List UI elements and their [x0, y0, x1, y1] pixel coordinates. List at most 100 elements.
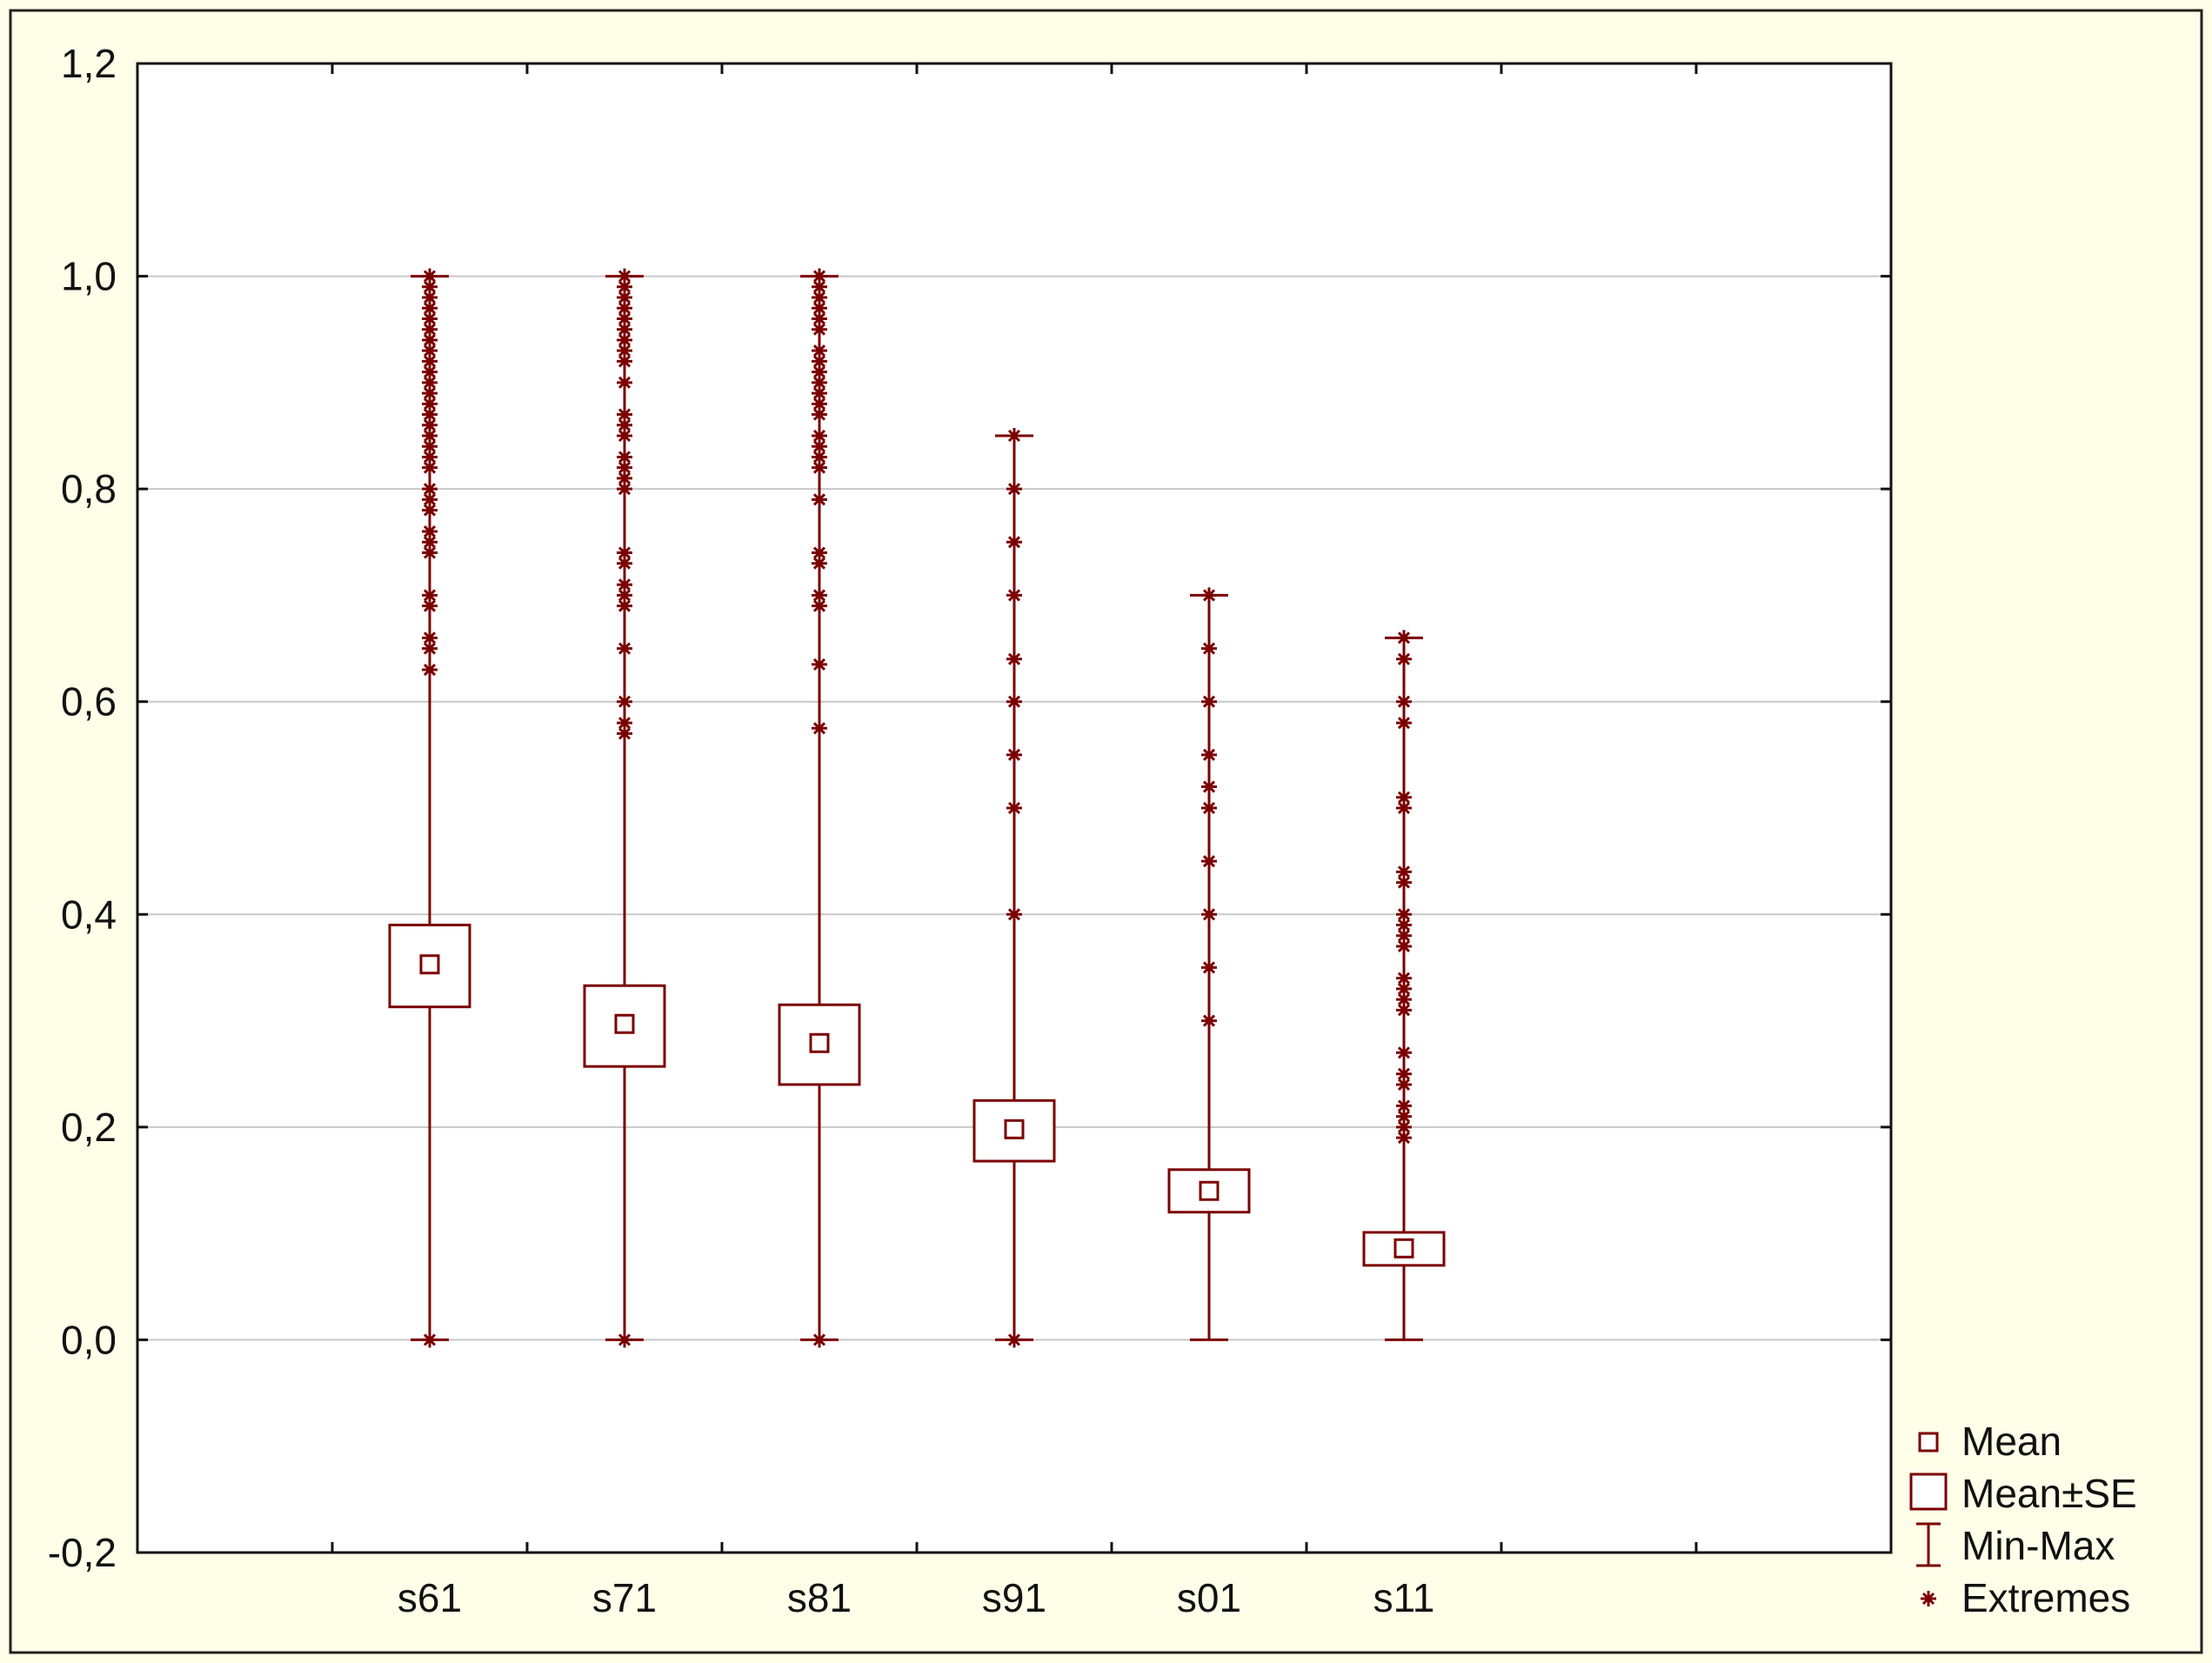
mean-marker-s61 — [419, 954, 440, 975]
mean-marker-s91 — [1004, 1119, 1025, 1139]
x-tick-label: s91 — [982, 1575, 1046, 1620]
extreme-point — [1201, 640, 1217, 657]
legend-mean-marker — [1918, 1432, 1939, 1453]
extreme-point — [422, 1332, 438, 1348]
extreme-point — [422, 587, 438, 604]
extreme-point — [1006, 1332, 1022, 1348]
extreme-point — [812, 290, 827, 306]
extreme-point — [617, 725, 632, 742]
legend-mean-se-label: Mean±SE — [1961, 1471, 2137, 1516]
extreme-point — [1006, 693, 1022, 710]
series-s11 — [1362, 630, 1446, 1341]
extreme-point — [812, 587, 827, 604]
extreme-point — [617, 544, 632, 561]
extreme-point — [1006, 906, 1022, 923]
extreme-point — [1396, 630, 1412, 646]
extreme-point — [1201, 906, 1217, 923]
legend-item-extremes: Extremes — [1921, 1575, 2130, 1620]
extreme-point — [1006, 534, 1022, 551]
extreme-point — [1201, 853, 1217, 870]
y-tick-label: 0,2 — [61, 1105, 117, 1150]
extreme-point — [1201, 778, 1217, 795]
extreme-point — [1396, 1045, 1412, 1061]
extreme-point — [812, 720, 827, 737]
extreme-point — [812, 406, 827, 423]
extreme-point — [1006, 746, 1022, 763]
y-tick-label: -0,2 — [48, 1530, 117, 1575]
extreme-point — [1201, 800, 1217, 816]
extreme-point — [617, 693, 632, 710]
x-tick-label: s81 — [787, 1575, 852, 1620]
series-s01 — [1167, 587, 1251, 1341]
extreme-point — [617, 278, 632, 295]
extreme-point — [1006, 428, 1022, 444]
extreme-point — [1396, 1098, 1412, 1114]
extreme-point — [1396, 693, 1412, 710]
x-tick-label: s61 — [398, 1575, 462, 1620]
extreme-point — [812, 544, 827, 561]
extreme-point — [1201, 959, 1217, 976]
extreme-point — [1006, 481, 1022, 498]
extreme-point — [422, 417, 438, 433]
extreme-point — [1006, 651, 1022, 667]
extreme-point — [812, 555, 827, 571]
extreme-point — [1396, 715, 1412, 731]
extreme-point — [617, 331, 632, 348]
y-tick-label: 0,6 — [61, 679, 117, 725]
extreme-point — [1396, 864, 1412, 880]
extreme-point — [422, 524, 438, 540]
extreme-point — [422, 459, 438, 476]
extreme-point — [812, 343, 827, 359]
y-tick-label: 0,0 — [61, 1317, 117, 1362]
legend: Mean Mean±SE Min-Max Extremes — [1909, 1419, 2137, 1620]
axes: -0,2 0,0 0,2 0,4 0,6 0,8 1,0 1,2 s61 s71 s81 s91 s01… — [48, 41, 1893, 1620]
legend-extremes-label: Extremes — [1961, 1575, 2130, 1620]
extreme-point — [812, 268, 827, 284]
x-tick-label: s01 — [1177, 1575, 1241, 1620]
mean-marker-s81 — [809, 1032, 830, 1053]
legend-mean-label: Mean — [1961, 1419, 2062, 1464]
extreme-point — [812, 353, 827, 370]
extreme-point — [1396, 651, 1412, 667]
extreme-point — [1201, 693, 1217, 710]
extreme-point — [812, 1332, 827, 1348]
legend-min-max-label: Min-Max — [1961, 1523, 2115, 1568]
series — [388, 268, 1446, 1348]
extreme-point — [1201, 1012, 1217, 1029]
extreme-point — [422, 331, 438, 348]
extreme-point — [617, 1332, 632, 1348]
extreme-point — [422, 321, 438, 337]
legend-item-mean: Mean — [1918, 1419, 2062, 1464]
extreme-point — [812, 428, 827, 444]
legend-item-min-max: Min-Max — [1916, 1522, 2115, 1568]
extreme-point — [1396, 1076, 1412, 1092]
extreme-point — [422, 662, 438, 678]
series-s91 — [972, 428, 1056, 1348]
series-s71 — [583, 268, 666, 1348]
extreme-point — [422, 278, 438, 295]
y-tick-label: 0,4 — [61, 892, 117, 937]
mean-marker-s71 — [614, 1013, 635, 1034]
series-s61 — [388, 268, 471, 1348]
extreme-point — [617, 268, 632, 284]
y-tick-label: 0,8 — [61, 466, 117, 511]
extreme-point — [422, 630, 438, 646]
extreme-point — [422, 481, 438, 498]
plot-border — [136, 62, 1893, 1554]
extreme-point — [1006, 587, 1022, 604]
extreme-point — [1396, 906, 1412, 923]
extreme-point — [1396, 1065, 1412, 1082]
y-tick-label: 1,0 — [61, 254, 117, 299]
extreme-point — [1201, 587, 1217, 604]
extreme-point — [1396, 789, 1412, 805]
extreme-point — [617, 406, 632, 423]
extreme-point — [1396, 992, 1412, 1008]
extreme-point — [812, 656, 827, 672]
legend-mean-se-marker — [1909, 1473, 1948, 1511]
extreme-point — [422, 268, 438, 284]
y-tick-label: 1,2 — [61, 41, 117, 86]
extreme-point — [617, 598, 632, 614]
x-tick-label: s71 — [592, 1575, 657, 1620]
